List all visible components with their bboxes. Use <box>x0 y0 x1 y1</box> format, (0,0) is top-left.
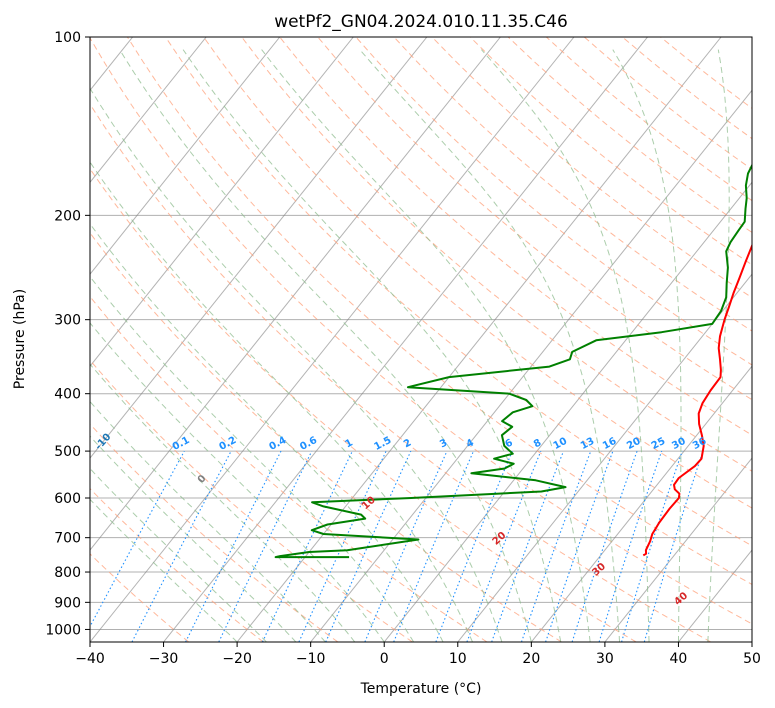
isotherm-line <box>90 37 575 642</box>
dry-adiabat-line <box>90 232 562 642</box>
x-tick-label: −20 <box>222 651 252 667</box>
moist-adiabat-line <box>182 49 562 642</box>
isotherm-line <box>383 181 752 642</box>
mixing-ratio-lines <box>90 450 704 642</box>
mixing-ratio-line <box>364 450 448 642</box>
mixing-ratio-line <box>598 450 663 642</box>
isotherms <box>0 37 752 642</box>
mixing-ratio-line <box>90 450 185 628</box>
dry-adiabat-line <box>393 37 752 332</box>
y-tick-label: 300 <box>54 313 81 329</box>
moist-adiabat-line <box>90 223 444 642</box>
dry-adiabat-line <box>90 37 752 625</box>
mixing-ratio-line <box>325 450 412 642</box>
moist-adiabat-line <box>707 49 730 642</box>
dry-adiabat-label: -20 <box>4 396 24 417</box>
isotherm-line <box>530 365 752 642</box>
mixing-ratio-label: 2 <box>402 437 413 450</box>
moist-adiabat-line <box>90 322 385 642</box>
mixing-ratio-label: 8 <box>532 437 543 450</box>
plot-frame <box>89 36 753 643</box>
mixing-ratio-line <box>435 450 513 642</box>
dry-adiabat-line <box>90 295 488 642</box>
x-tick-label: −30 <box>149 651 179 667</box>
y-tick-label: 1000 <box>45 622 81 638</box>
mixing-ratio-line <box>393 450 475 642</box>
moist-adiabat-line <box>90 363 356 642</box>
dry-adiabat-line <box>317 37 752 401</box>
y-tick-label: 800 <box>54 565 81 581</box>
isotherm-line <box>751 641 752 642</box>
moist-adiabat-line <box>90 161 473 642</box>
moist-adiabat-line <box>119 49 532 642</box>
mixing-ratio-label: 6 <box>503 437 514 450</box>
mixing-ratio-line <box>621 450 683 642</box>
isotherm-line <box>163 37 648 642</box>
dewpoint-profile-line <box>274 163 752 559</box>
moist-adiabat-line <box>261 49 591 642</box>
moist-adiabat-line <box>90 467 267 642</box>
dry-adiabat-line <box>126 37 752 586</box>
plot-background <box>90 37 752 642</box>
isotherm-line <box>604 457 752 642</box>
moist-adiabat-line <box>359 49 621 642</box>
x-tick-label: 40 <box>670 651 688 667</box>
temperature-profile-line <box>642 243 752 557</box>
x-tick-label: 20 <box>522 651 540 667</box>
isotherm-line <box>236 37 722 642</box>
isotherm-line <box>0 37 59 642</box>
x-tick-label: 10 <box>449 651 467 667</box>
y-tick-label: 500 <box>54 444 81 460</box>
mixing-ratio-label: 3 <box>438 437 449 450</box>
isotherm-line <box>90 37 354 367</box>
y-tick-label: 900 <box>54 595 81 611</box>
moist-adiabat-line <box>90 498 238 642</box>
mixing-ratio-line <box>643 450 704 642</box>
isotherm-line <box>90 37 501 551</box>
mixing-ratio-line <box>466 450 542 642</box>
dry-adiabat-line <box>90 103 712 642</box>
mixing-ratio-label: 4 <box>465 437 476 450</box>
moist-adiabats <box>90 49 730 642</box>
x-tick-label: −40 <box>75 651 105 667</box>
dry-adiabat-line <box>90 359 413 642</box>
moist-adiabat-line <box>90 87 503 642</box>
isotherm-line <box>457 273 752 642</box>
profiles <box>274 163 752 559</box>
x-tick-label: −10 <box>296 651 326 667</box>
y-axis-label: Pressure (hPa) <box>12 289 28 389</box>
y-tick-label: 600 <box>54 491 81 507</box>
mixing-ratio-line <box>545 450 614 642</box>
dry-adiabat-line <box>90 553 190 642</box>
dry-adiabat-line <box>203 37 752 509</box>
dry-adiabat-line <box>355 37 752 366</box>
mixing-ratio-label: 1 <box>344 437 355 450</box>
x-tick-label: 0 <box>380 651 389 667</box>
x-tick-label: 50 <box>743 651 761 667</box>
moist-adiabat-line <box>612 49 682 642</box>
mixing-ratio-line <box>520 450 592 642</box>
axis-ticks: −40 −30 −20 −10 0 10 20 30 40 50 100 200 300 400 500 60… <box>45 30 761 667</box>
isotherm-line <box>90 37 428 459</box>
isotherm-line <box>90 37 281 276</box>
dry-adiabat-line <box>90 423 339 642</box>
y-tick-label: 700 <box>54 531 81 547</box>
mixing-ratio-line <box>491 450 565 642</box>
y-tick-label: 400 <box>54 387 81 403</box>
y-tick-label: 100 <box>54 30 81 46</box>
x-axis-label: Temperature (°C) <box>360 681 482 697</box>
y-tick-label: 200 <box>54 208 81 224</box>
dry-adiabat-line <box>90 167 637 642</box>
moist-adiabat-line <box>481 49 650 642</box>
chart-title: wetPf2_GN04.2024.010.11.35.C46 <box>274 12 568 32</box>
dry-adiabat-line <box>165 37 752 547</box>
mixing-ratio-line <box>218 450 313 642</box>
mixing-ratio-line <box>571 450 638 642</box>
mixing-ratio-line <box>185 450 282 642</box>
isotherm-line <box>90 37 207 184</box>
x-tick-label: 30 <box>596 651 614 667</box>
moist-adiabat-line <box>90 275 415 642</box>
